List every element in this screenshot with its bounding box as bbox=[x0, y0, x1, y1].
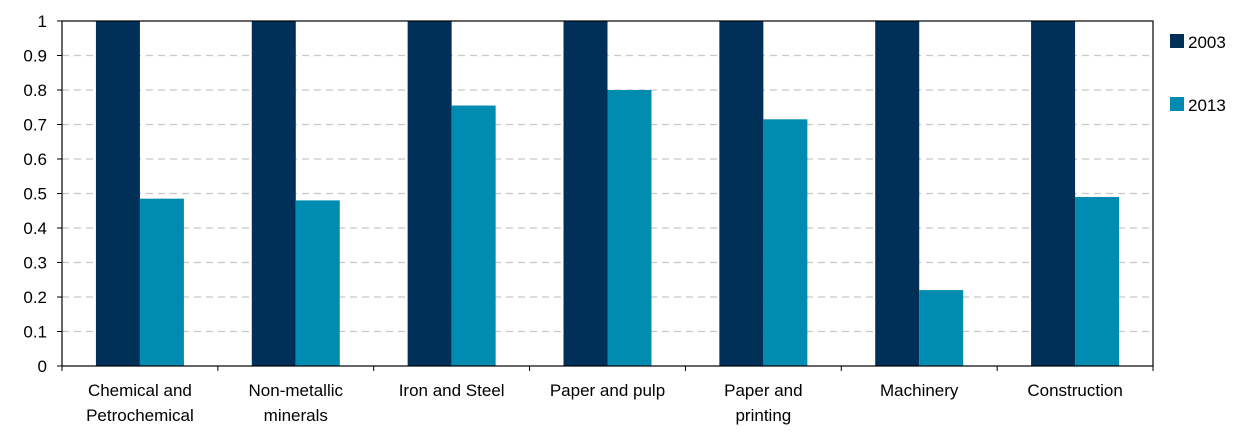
bar-2013-6 bbox=[1075, 196, 1120, 366]
y-tick-label: 0.2 bbox=[23, 288, 47, 307]
bar-2013-0 bbox=[139, 198, 184, 366]
bar-2003-3 bbox=[563, 21, 608, 366]
bars bbox=[95, 21, 1120, 367]
y-tick-label: 0.7 bbox=[23, 116, 47, 135]
axes bbox=[57, 20, 1154, 371]
bar-2003-1 bbox=[251, 21, 296, 366]
y-tick-label: 0 bbox=[38, 357, 47, 376]
x-tick-label: Non-metallic minerals bbox=[249, 381, 344, 425]
x-tick-label-line: Paper and bbox=[724, 381, 802, 400]
bar-2013-3 bbox=[607, 90, 652, 366]
y-tick-label: 0.5 bbox=[23, 185, 47, 204]
y-tick-label: 0.6 bbox=[23, 150, 47, 169]
bar-2003-2 bbox=[407, 21, 452, 366]
x-tick-label: Construction bbox=[1027, 381, 1122, 400]
bar-2013-2 bbox=[451, 105, 496, 367]
x-tick-label-line: Petrochemical bbox=[86, 406, 194, 425]
x-tick-label: Iron and Steel bbox=[399, 381, 505, 400]
x-tick-label-line: Iron and Steel bbox=[399, 381, 505, 400]
x-tick-label-line: Machinery bbox=[880, 381, 959, 400]
x-tick-label: Paper and pulp bbox=[550, 381, 665, 400]
bar-2013-1 bbox=[295, 200, 340, 366]
x-axis-ticks: Chemical and Petrochemical Non-metallic min… bbox=[86, 381, 1123, 425]
legend-label-2013: 2013 bbox=[1188, 96, 1226, 115]
x-tick-label-line: Construction bbox=[1027, 381, 1122, 400]
x-tick-label-line: Chemical and bbox=[88, 381, 192, 400]
y-tick-label: 0.8 bbox=[23, 81, 47, 100]
plot-frame bbox=[61, 20, 1154, 367]
y-tick-label: 1 bbox=[38, 12, 47, 31]
y-tick-label: 0.3 bbox=[23, 254, 47, 273]
bar-2003-5 bbox=[875, 21, 920, 366]
x-tick-label: Machinery bbox=[880, 381, 959, 400]
legend-swatch-2003 bbox=[1170, 34, 1184, 48]
legend-label-2003: 2003 bbox=[1188, 33, 1226, 52]
legend: 2003 2013 bbox=[1170, 33, 1226, 115]
y-tick-label: 0.1 bbox=[23, 323, 47, 342]
bar-2013-5 bbox=[919, 290, 964, 366]
bar-2013-4 bbox=[763, 119, 808, 366]
x-tick-label-line: minerals bbox=[264, 406, 328, 425]
legend-swatch-2013 bbox=[1170, 97, 1184, 111]
y-axis-ticks: 0 0.1 0.2 0.3 0.4 0.5 0.6 0.7 0.8 0.9 1 bbox=[23, 12, 47, 376]
x-tick-label-line: printing bbox=[735, 406, 791, 425]
bar-2003-4 bbox=[719, 21, 764, 366]
y-tick-label: 0.4 bbox=[23, 219, 47, 238]
x-tick-label-line: Paper and pulp bbox=[550, 381, 665, 400]
bar-2003-0 bbox=[95, 21, 140, 366]
x-tick-label: Chemical and Petrochemical bbox=[86, 381, 194, 425]
bar-2003-6 bbox=[1031, 21, 1076, 366]
y-tick-label: 0.9 bbox=[23, 47, 47, 66]
x-tick-label-line: Non-metallic bbox=[249, 381, 344, 400]
x-tick-label: Paper and printing bbox=[724, 381, 802, 425]
